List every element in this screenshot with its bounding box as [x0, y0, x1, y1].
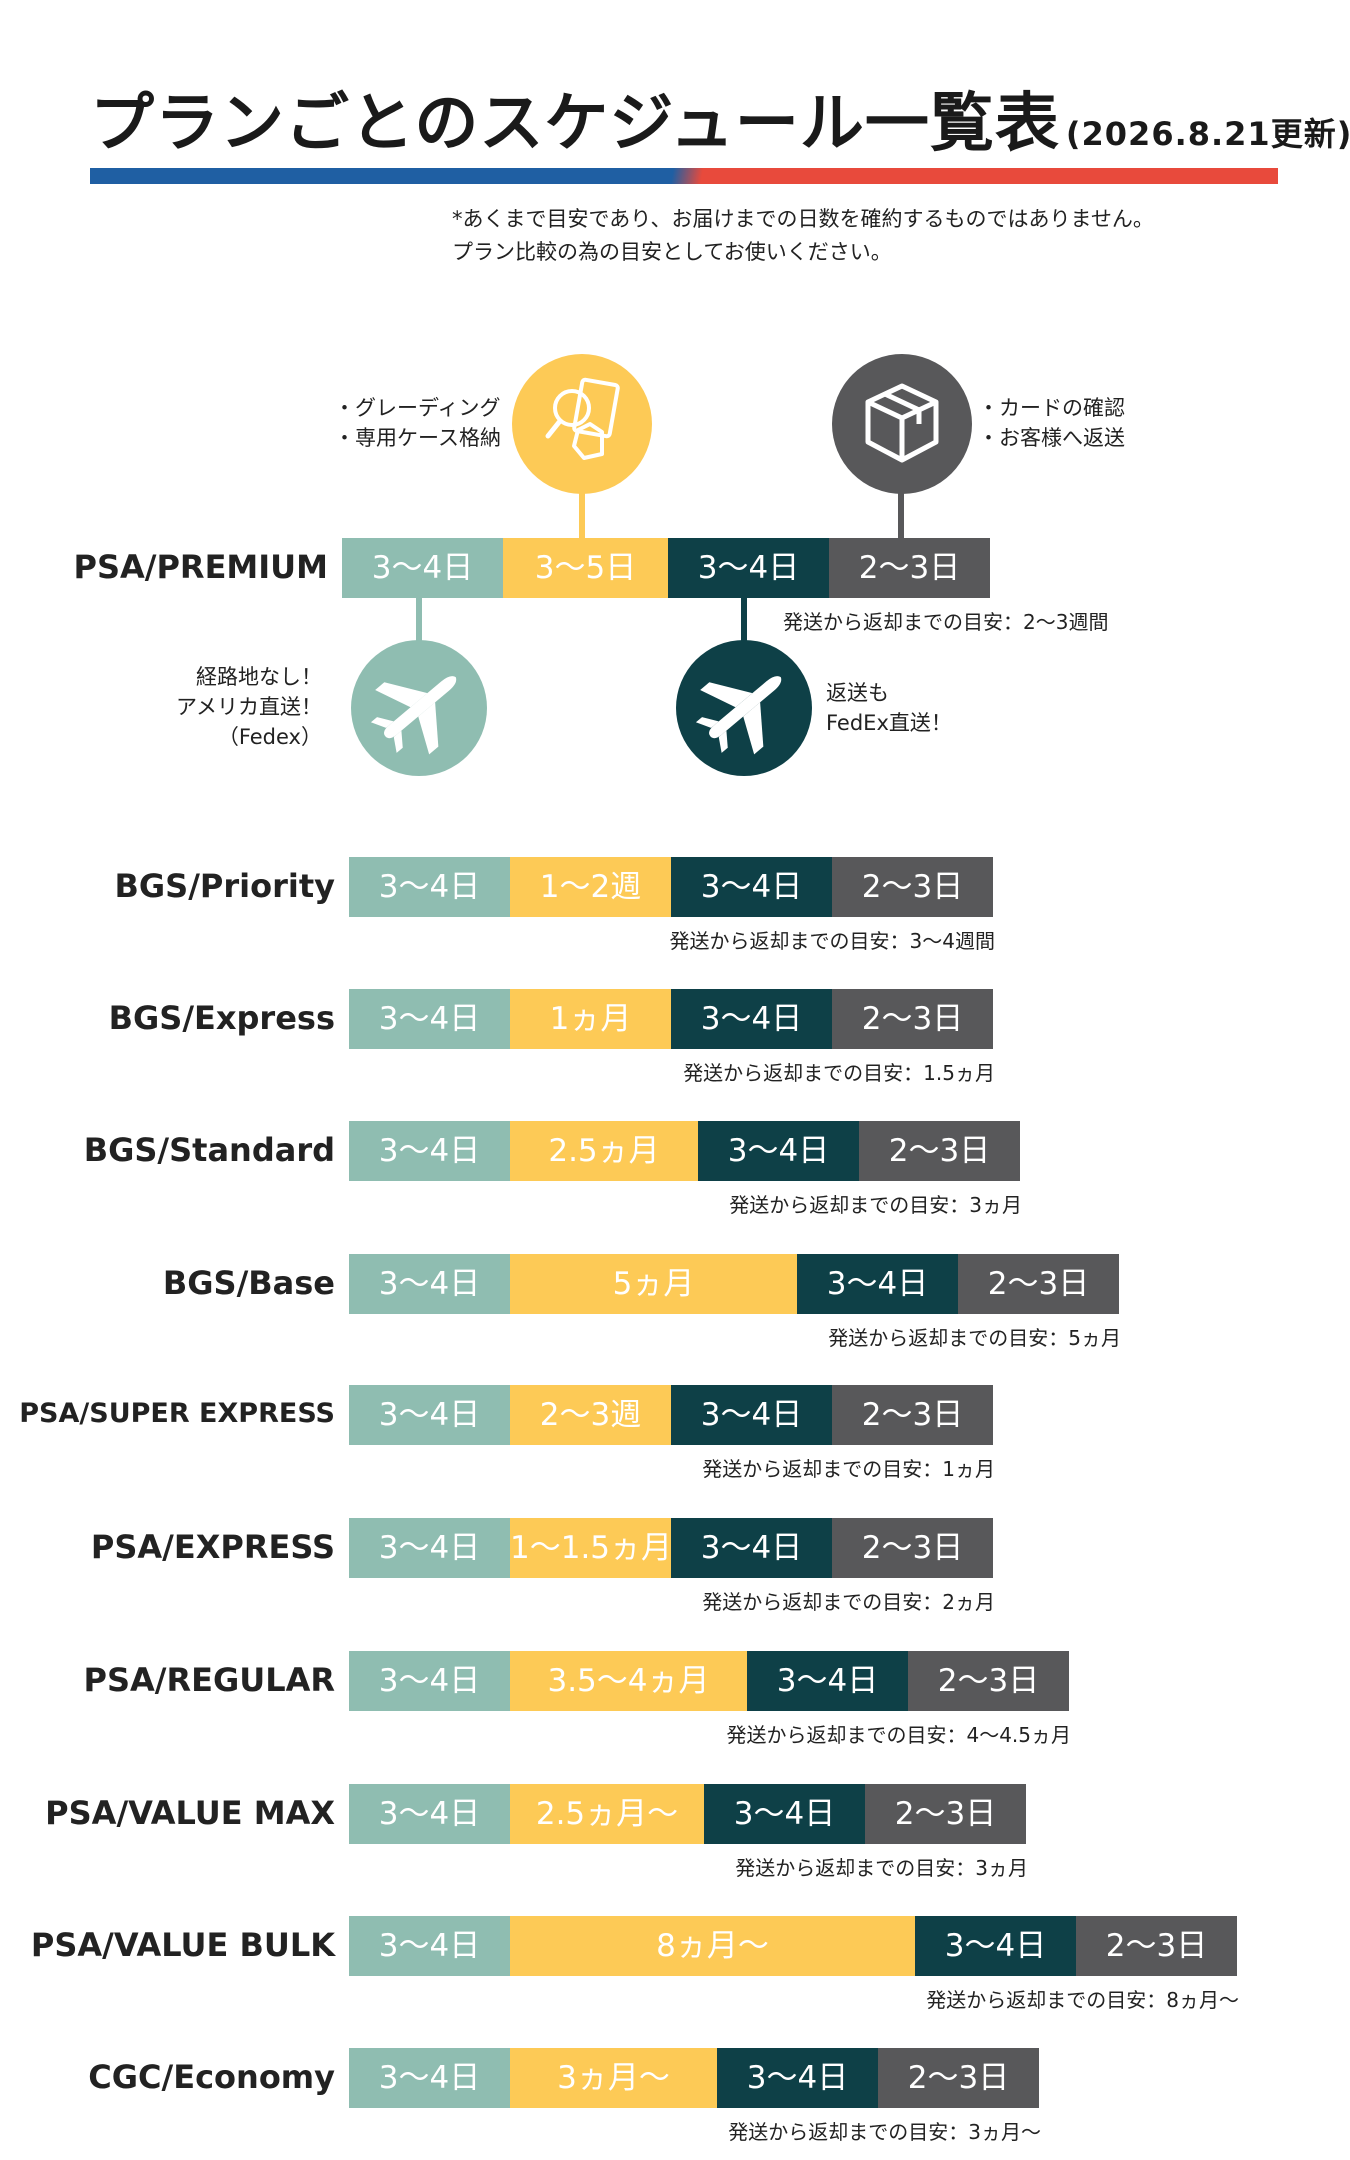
- annotation-line: （Fedex）: [217, 725, 322, 749]
- stage-delivery-segment: 2〜3日: [1076, 1916, 1237, 1976]
- ship-annotation: 経路地なし！ アメリカ直送！ （Fedex）: [150, 662, 322, 752]
- grading-stem: [579, 470, 585, 538]
- plan-label: BGS/Standard: [83, 1131, 335, 1170]
- disclaimer-note: *あくまで目安であり、お届けまでの日数を確約するものではありません。 プラン比較…: [452, 203, 1154, 269]
- plan-label: PSA/REGULAR: [83, 1661, 336, 1700]
- total-duration: 発送から返却までの目安：2ヵ月: [702, 1590, 995, 1614]
- stage-grading-segment: 2.5ヵ月〜: [510, 1784, 704, 1844]
- stage-grading-segment: 5ヵ月: [510, 1254, 797, 1314]
- return-stem: [741, 598, 747, 648]
- plan-label: CGC/Economy: [88, 2058, 335, 2097]
- total-duration: 発送から返却までの目安：1.5ヵ月: [683, 1061, 995, 1085]
- annotation-line: ・専用ケース格納: [334, 426, 501, 450]
- annotation-line: ・お客様へ返送: [978, 426, 1125, 450]
- stage-ship-segment: 3〜4日: [349, 1651, 510, 1711]
- title-text: プランごとのスケジュール一覧表: [90, 87, 1060, 161]
- plan-label: BGS/Priority: [114, 867, 335, 906]
- stage-grading-segment: 3.5〜4ヵ月: [510, 1651, 747, 1711]
- stage-return-segment: 3〜4日: [668, 538, 829, 598]
- stage-delivery-segment: 2〜3日: [832, 857, 993, 917]
- title-rule: [90, 168, 1278, 184]
- stage-delivery-segment: 2〜3日: [832, 1518, 993, 1578]
- stage-delivery-segment: 2〜3日: [865, 1784, 1026, 1844]
- stage-grading-segment: 1ヵ月: [510, 989, 671, 1049]
- magnifier-card-icon: [545, 377, 620, 460]
- stage-return-segment: 3〜4日: [671, 989, 832, 1049]
- return-circle: [676, 640, 812, 776]
- stage-delivery-segment: 2〜3日: [829, 538, 990, 598]
- stage-delivery-segment: 2〜3日: [878, 2048, 1039, 2108]
- stage-ship-segment: 3〜4日: [349, 1784, 510, 1844]
- stage-ship-segment: 3〜4日: [342, 538, 503, 598]
- stage-delivery-segment: 2〜3日: [832, 1385, 993, 1445]
- plan-label: PSA/VALUE MAX: [45, 1794, 335, 1833]
- stage-ship-segment: 3〜4日: [349, 857, 510, 917]
- annotation-line: ・カードの確認: [978, 396, 1125, 420]
- delivery-annotation: ・カードの確認 ・お客様へ返送: [978, 393, 1125, 453]
- stage-delivery-segment: 2〜3日: [832, 989, 993, 1049]
- stage-grading-segment: 2〜3週: [510, 1385, 671, 1445]
- stage-return-segment: 3〜4日: [915, 1916, 1076, 1976]
- total-duration: 発送から返却までの目安：3〜4週間: [669, 929, 995, 953]
- stage-ship-segment: 3〜4日: [349, 989, 510, 1049]
- delivery-circle: [832, 354, 972, 494]
- plan-label: PSA/VALUE BULK: [30, 1926, 335, 1965]
- stage-grading-segment: 1〜2週: [510, 857, 671, 917]
- total-duration: 発送から返却までの目安：1ヵ月: [702, 1457, 995, 1481]
- total-duration: 発送から返却までの目安：3ヵ月: [729, 1193, 1022, 1217]
- return-annotation: 返送も FedEx直送！: [826, 678, 952, 738]
- stage-return-segment: 3〜4日: [797, 1254, 958, 1314]
- plan-label: BGS/Express: [108, 999, 335, 1038]
- stage-ship-segment: 3〜4日: [349, 1916, 510, 1976]
- package-box-icon: [865, 383, 939, 463]
- stage-return-segment: 3〜4日: [671, 1518, 832, 1578]
- stage-grading-segment: 3〜5日: [503, 538, 668, 598]
- stage-grading-segment: 8ヵ月〜: [510, 1916, 915, 1976]
- stage-ship-segment: 3〜4日: [349, 1385, 510, 1445]
- total-duration: 発送から返却までの目安：5ヵ月: [828, 1326, 1121, 1350]
- total-duration: 発送から返却までの目安：2〜3週間: [783, 610, 1109, 634]
- total-duration: 発送から返却までの目安：4〜4.5ヵ月: [726, 1723, 1071, 1747]
- stage-grading-segment: 1〜1.5ヵ月: [510, 1518, 671, 1578]
- stage-grading-segment: 3ヵ月〜: [510, 2048, 717, 2108]
- stage-delivery-segment: 2〜3日: [859, 1121, 1020, 1181]
- title-date: (2026.8.21更新): [1065, 115, 1350, 153]
- stage-grading-segment: 2.5ヵ月: [510, 1121, 698, 1181]
- stage-ship-segment: 3〜4日: [349, 1518, 510, 1578]
- plan-label: PSA/EXPRESS: [90, 1528, 335, 1567]
- delivery-stem: [898, 470, 904, 538]
- annotation-line: ・グレーディング: [334, 396, 501, 420]
- stage-return-segment: 3〜4日: [717, 2048, 878, 2108]
- total-duration: 発送から返却までの目安：3ヵ月〜: [728, 2120, 1041, 2144]
- stage-return-segment: 3〜4日: [698, 1121, 859, 1181]
- plan-label: PSA/SUPER EXPRESS: [19, 1398, 335, 1430]
- total-duration: 発送から返却までの目安：8ヵ月〜: [926, 1988, 1239, 2012]
- annotation-line: アメリカ直送！: [176, 695, 322, 719]
- stage-ship-segment: 3〜4日: [349, 1121, 510, 1181]
- annotation-line: 返送も: [826, 681, 889, 705]
- annotation-line: 経路地なし！: [196, 665, 322, 689]
- ship-circle: [351, 640, 487, 776]
- ship-stem: [416, 598, 422, 648]
- plan-label: PSA/PREMIUM: [73, 548, 328, 587]
- annotation-line: FedEx直送！: [826, 711, 952, 735]
- airplane-icon: [370, 676, 457, 755]
- airplane-icon: [695, 676, 782, 755]
- page-title: プランごとのスケジュール一覧表 (2026.8.21更新): [90, 72, 1350, 164]
- stage-return-segment: 3〜4日: [671, 857, 832, 917]
- stage-return-segment: 3〜4日: [704, 1784, 865, 1844]
- stage-return-segment: 3〜4日: [671, 1385, 832, 1445]
- stage-ship-segment: 3〜4日: [349, 1254, 510, 1314]
- grading-circle: [512, 354, 652, 494]
- plan-label: BGS/Base: [162, 1264, 335, 1303]
- note-line: *あくまで目安であり、お届けまでの日数を確約するものではありません。: [452, 207, 1154, 231]
- grading-annotation: ・グレーディング ・専用ケース格納: [334, 393, 501, 453]
- stage-delivery-segment: 2〜3日: [908, 1651, 1069, 1711]
- total-duration: 発送から返却までの目安：3ヵ月: [735, 1856, 1028, 1880]
- note-line: プラン比較の為の目安としてお使いください。: [452, 240, 892, 264]
- stage-return-segment: 3〜4日: [747, 1651, 908, 1711]
- stage-delivery-segment: 2〜3日: [958, 1254, 1119, 1314]
- stage-ship-segment: 3〜4日: [349, 2048, 510, 2108]
